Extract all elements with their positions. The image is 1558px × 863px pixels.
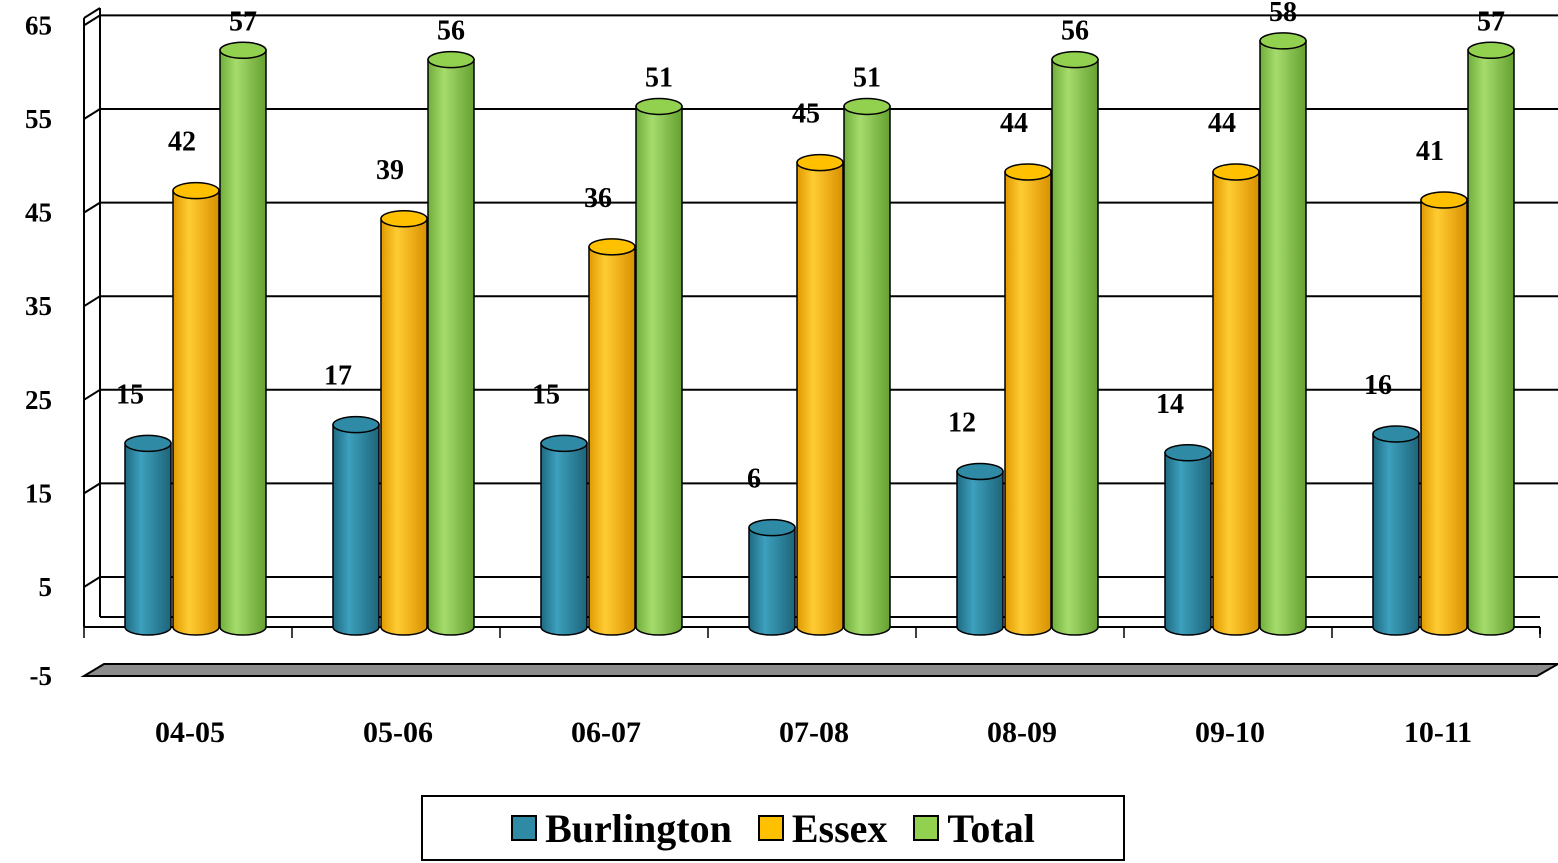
- legend-item-essex: Essex: [757, 805, 888, 852]
- bar-essex: [1004, 163, 1052, 636]
- bar-total: [843, 97, 891, 636]
- bar-burlington: [540, 434, 588, 636]
- x-category-label: 08-09: [987, 716, 1057, 749]
- data-label-essex: 39: [376, 155, 404, 186]
- side-wall-gridline: [83, 576, 101, 588]
- base-slab: [80, 663, 1558, 677]
- legend-label-total: Total: [947, 805, 1035, 851]
- data-label-burlington: 16: [1364, 370, 1392, 401]
- data-label-total: 57: [229, 6, 257, 37]
- bar-essex: [588, 238, 636, 636]
- data-label-essex: 42: [168, 127, 196, 158]
- data-label-essex: 44: [1208, 108, 1236, 139]
- data-label-total: 58: [1269, 0, 1297, 28]
- y-tick-label: 35: [25, 291, 52, 321]
- x-category-label: 06-07: [571, 716, 641, 749]
- bar-total: [1467, 41, 1515, 636]
- side-wall-gridline: [83, 388, 101, 401]
- data-label-burlington: 12: [948, 407, 976, 438]
- data-label-essex: 41: [1416, 136, 1444, 167]
- side-wall-gridline: [83, 295, 101, 308]
- bar-total: [219, 41, 267, 636]
- y-tick-label: 65: [25, 10, 52, 40]
- bar-burlington: [956, 462, 1004, 636]
- bar-burlington: [1164, 444, 1212, 636]
- bar-total: [427, 50, 475, 636]
- y-tick-label: 45: [25, 198, 52, 228]
- legend: Burlington Essex Total: [421, 795, 1125, 861]
- bars: [124, 32, 1515, 636]
- bar-burlington: [748, 518, 796, 636]
- legend-item-total: Total: [913, 805, 1035, 852]
- legend-item-burlington: Burlington: [511, 805, 732, 852]
- data-label-essex: 36: [584, 183, 612, 214]
- side-wall-gridline: [83, 14, 101, 27]
- legend-label-essex: Essex: [791, 805, 888, 851]
- data-labels: 15 17 15 6 12 14 16 42 39 36 45 44 44 41 57 56 51 51 56 58 5…: [116, 0, 1505, 495]
- data-label-total: 51: [645, 62, 673, 93]
- bar-burlington: [332, 415, 380, 636]
- y-tick-label: 25: [25, 385, 52, 415]
- side-wall-gridline: [83, 201, 101, 214]
- x-category-label: 04-05: [155, 716, 225, 749]
- data-label-total: 57: [1477, 6, 1505, 37]
- x-category-label: 07-08: [779, 716, 849, 749]
- bar-essex: [380, 210, 428, 636]
- data-label-burlington: 14: [1156, 389, 1184, 420]
- legend-swatch-total: [913, 815, 940, 841]
- y-tick-label: 55: [25, 104, 52, 134]
- y-tick-label: 5: [39, 572, 53, 602]
- data-label-burlington: 6: [747, 464, 761, 495]
- data-label-total: 56: [1061, 16, 1089, 47]
- data-label-burlington: 15: [116, 379, 144, 410]
- x-category-label: 09-10: [1195, 716, 1265, 749]
- legend-swatch-essex: [757, 815, 784, 841]
- bar-total: [1051, 50, 1099, 636]
- x-category-label: 10-11: [1404, 716, 1472, 749]
- side-wall-gridline: [83, 482, 101, 495]
- legend-swatch-burlington: [511, 815, 538, 841]
- bar-total: [1259, 32, 1307, 636]
- bar-essex: [1212, 163, 1260, 636]
- data-label-burlington: 15: [532, 379, 560, 410]
- bar-essex: [796, 153, 844, 636]
- side-wall-top: [83, 7, 101, 19]
- x-category-label: 05-06: [363, 716, 433, 749]
- bar-essex: [172, 181, 220, 636]
- y-tick-label: 15: [25, 478, 52, 508]
- bar-burlington: [1372, 425, 1420, 636]
- bar-total: [635, 97, 683, 636]
- data-label-essex: 45: [792, 99, 820, 130]
- side-wall-gridline: [83, 108, 101, 120]
- data-label-total: 56: [437, 16, 465, 47]
- data-label-total: 51: [853, 62, 881, 93]
- bar-essex: [1420, 191, 1468, 636]
- legend-label-burlington: Burlington: [545, 805, 732, 851]
- data-label-essex: 44: [1000, 108, 1028, 139]
- data-label-burlington: 17: [324, 361, 352, 392]
- bar-burlington: [124, 434, 172, 636]
- y-tick-label: -5: [30, 661, 53, 691]
